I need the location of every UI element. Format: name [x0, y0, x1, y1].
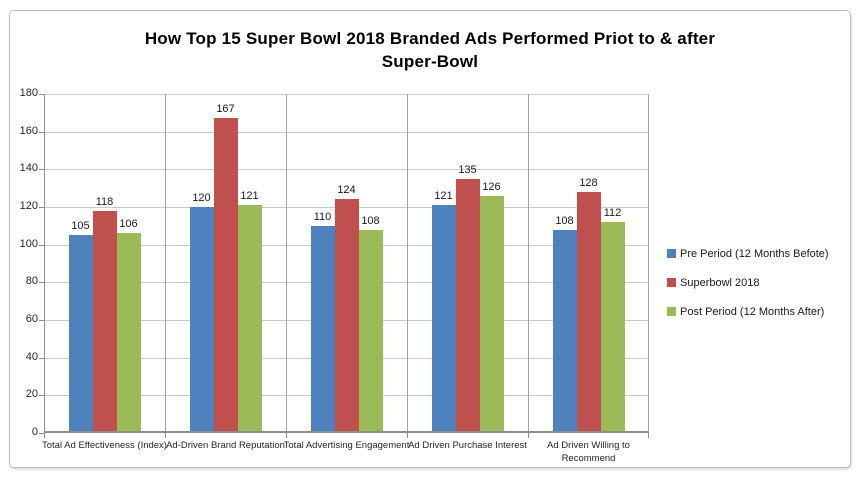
bar-superbowl-2018 — [455, 178, 480, 433]
category-label: Total Advertising Engagement — [283, 440, 410, 451]
bar-post-period-12-months-after — [237, 205, 262, 433]
chart-title: How Top 15 Super Bowl 2018 Branded Ads P… — [10, 27, 850, 73]
x-tick-mark — [407, 433, 408, 438]
y-tick-mark — [39, 395, 44, 397]
category-label: Total Ad Effectiveness (Index) — [42, 440, 167, 451]
bar-value-label: 106 — [119, 218, 138, 231]
y-tick-label: 180 — [19, 87, 38, 99]
legend-marker-icon — [667, 278, 676, 287]
bar-post-period-12-months-after — [358, 229, 383, 433]
y-tick-label: 0 — [31, 426, 38, 438]
bar-superbowl-2018 — [92, 210, 117, 433]
chart-title-line1: How Top 15 Super Bowl 2018 Branded Ads P… — [144, 29, 716, 48]
gridline-180 — [44, 94, 649, 95]
legend-item: Superbowl 2018 — [667, 274, 849, 291]
bar-value-label: 121 — [434, 190, 453, 203]
y-tick-mark — [39, 244, 44, 246]
category-separator — [648, 94, 649, 433]
x-tick-mark — [528, 433, 529, 438]
bar-superbowl-2018 — [334, 199, 359, 433]
y-tick-label: 20 — [25, 388, 38, 401]
legend-item: Pre Period (12 Months Befote) — [667, 245, 849, 262]
bar-value-label: 108 — [555, 214, 574, 227]
y-tick-mark — [39, 433, 44, 434]
gridline-160 — [44, 131, 649, 133]
category-label: Ad Driven Purchase Interest — [408, 440, 527, 451]
gridline-140 — [44, 169, 649, 171]
bar-superbowl-2018 — [213, 118, 238, 433]
y-tick-mark — [39, 94, 44, 95]
y-tick-mark — [39, 207, 44, 208]
y-tick-mark — [39, 320, 44, 321]
legend-marker-icon — [667, 249, 676, 258]
y-tick-label: 80 — [25, 275, 38, 288]
legend-label: Superbowl 2018 — [680, 276, 760, 289]
category-separator — [286, 94, 287, 433]
y-tick-label: 40 — [25, 350, 38, 363]
category-separator — [528, 94, 529, 433]
plot-area: 105 120 110 121 108 118 167 124 135 128 106 121 108 1… — [44, 94, 649, 433]
bar-value-label: 126 — [482, 180, 501, 193]
legend-label: Pre Period (12 Months Befote) — [680, 247, 829, 260]
y-tick-label: 60 — [25, 313, 38, 325]
bar-pre-period-12-months-befote — [189, 207, 214, 433]
y-tick-label: 100 — [19, 237, 38, 250]
bar-post-period-12-months-after — [600, 222, 625, 433]
bar-value-label: 118 — [95, 195, 114, 208]
x-tick-mark — [165, 433, 166, 438]
category-separator — [407, 94, 408, 433]
x-tick-mark — [286, 433, 287, 438]
category-label: Ad-Driven Brand Reputation — [166, 440, 285, 451]
bar-value-label: 108 — [361, 214, 380, 227]
bar-pre-period-12-months-befote — [431, 205, 456, 433]
bar-pre-period-12-months-befote — [310, 225, 335, 433]
bar-value-label: 124 — [337, 184, 356, 197]
y-axis-line — [44, 94, 45, 433]
category-label: Ad Driven Willing to Recommend — [547, 440, 630, 465]
legend-item: Post Period (12 Months After) — [667, 303, 849, 320]
bar-value-label: 167 — [216, 103, 235, 116]
bar-value-label: 128 — [579, 176, 598, 189]
x-tick-mark — [648, 433, 649, 438]
y-tick-mark — [39, 131, 44, 133]
y-tick-mark — [39, 169, 44, 171]
bar-pre-period-12-months-befote — [552, 229, 577, 433]
legend: Pre Period (12 Months Befote) Superbowl 2… — [667, 245, 849, 332]
y-tick-mark — [39, 357, 44, 359]
bar-value-label: 110 — [313, 210, 332, 223]
chart-frame: How Top 15 Super Bowl 2018 Branded Ads P… — [9, 10, 851, 468]
legend-marker-icon — [667, 307, 676, 316]
bar-superbowl-2018 — [576, 191, 601, 433]
y-tick-label: 120 — [19, 200, 38, 212]
bar-post-period-12-months-after — [116, 233, 141, 433]
bar-pre-period-12-months-befote — [68, 235, 93, 433]
bar-value-label: 135 — [458, 163, 477, 176]
bar-post-period-12-months-after — [479, 195, 504, 433]
bar-value-label: 105 — [71, 220, 90, 233]
y-tick-label: 160 — [19, 124, 38, 137]
y-tick-label: 140 — [19, 162, 38, 175]
chart-title-line2: Super-Bowl — [381, 52, 479, 71]
bar-value-label: 121 — [240, 190, 259, 203]
y-tick-mark — [39, 282, 44, 284]
bar-value-label: 120 — [192, 192, 211, 204]
bar-value-label: 112 — [603, 207, 622, 220]
x-tick-mark — [44, 433, 45, 438]
category-separator — [165, 94, 166, 433]
x-axis-line — [44, 431, 649, 433]
legend-label: Post Period (12 Months After) — [680, 305, 825, 318]
